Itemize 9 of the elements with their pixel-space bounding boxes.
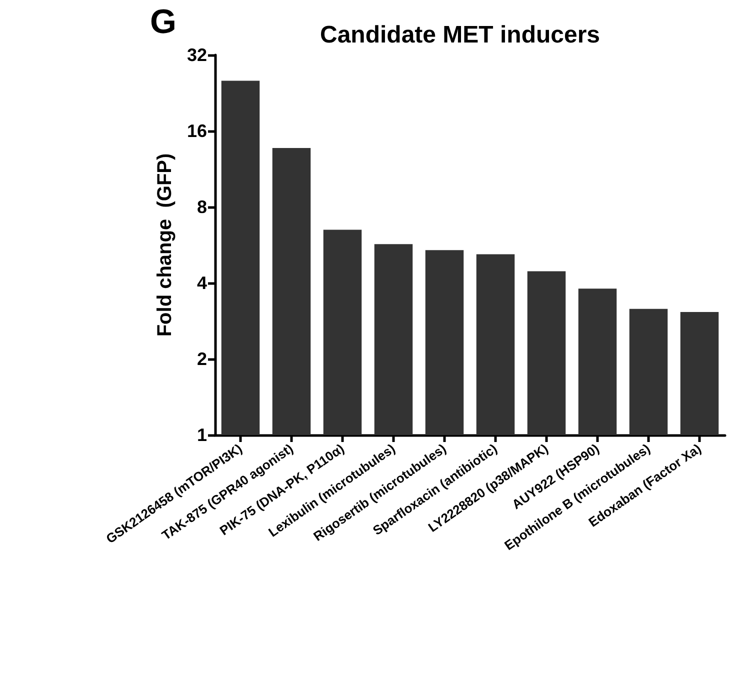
text: G <box>150 3 176 41</box>
y-tick-label: 4 <box>196 273 207 293</box>
y-tick-label: 16 <box>186 121 207 141</box>
y-tick-label: 8 <box>196 197 207 217</box>
y-tick-label: 32 <box>186 45 207 65</box>
y-tick-label: 2 <box>196 349 207 369</box>
y-tick-label: 1 <box>196 425 207 445</box>
y-axis-title: Fold change (GFP) <box>154 153 176 337</box>
chart-title: Candidate MET inducers <box>320 22 600 48</box>
